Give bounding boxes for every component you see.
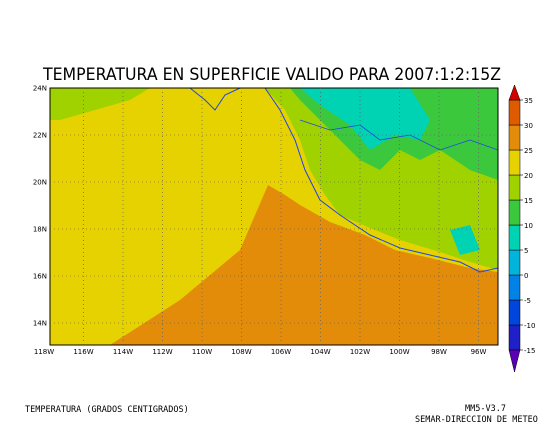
colorbar-label: -10 (524, 322, 535, 330)
lon-label: 114W (113, 348, 133, 356)
colorbar-band (508, 324, 521, 351)
lon-label: 100W (389, 348, 409, 356)
map-field (50, 88, 498, 345)
colorbar-label: 35 (524, 97, 533, 105)
colorbar-band (508, 174, 521, 201)
lon-label: 112W (152, 348, 172, 356)
lon-label: 96W (471, 348, 487, 356)
lat-label: 18N (33, 226, 47, 234)
colorbar-min (508, 349, 521, 373)
lat-label: 22N (33, 132, 47, 140)
lat-label: 14N (33, 320, 47, 328)
colder-zone (450, 225, 480, 255)
field-zone (50, 88, 150, 120)
colorbar-label: -5 (524, 297, 531, 305)
colorbar-band (508, 99, 521, 126)
lon-label: 110W (192, 348, 212, 356)
colorbar-band (508, 249, 521, 276)
colorbar-label: 20 (524, 172, 533, 180)
colorbar-label: 30 (524, 122, 533, 130)
footer-right: SEMAR-DIRECCION DE METEO (415, 415, 538, 425)
lon-label: 118W (34, 348, 54, 356)
colorbar-band (508, 149, 521, 176)
colorbar-band (508, 224, 521, 251)
lon-label: 116W (73, 348, 93, 356)
map-frame (49, 87, 499, 346)
ocean-warm (110, 185, 498, 345)
footer-right: MM5-V3.7 (465, 404, 506, 414)
colorbar-band (508, 199, 521, 226)
lat-label: 16N (33, 273, 47, 281)
lat-label: 24N (33, 85, 47, 93)
lon-label: 104W (310, 348, 330, 356)
colorbar-max (508, 84, 521, 101)
colorbar-label: 25 (524, 147, 533, 155)
colder-zone (300, 88, 430, 150)
lon-label: 98W (431, 348, 447, 356)
coastline (189, 88, 241, 111)
lon-label: 102W (350, 348, 370, 356)
map-title: TEMPERATURA EN SUPERFICIE VALIDO PARA 20… (42, 65, 501, 85)
lon-label: 106W (271, 348, 291, 356)
colorbar-band (508, 299, 521, 326)
colorbar-label: -15 (524, 347, 535, 355)
colorbar-label: 5 (524, 247, 528, 255)
colorbar-label: 10 (524, 222, 533, 230)
state-border (299, 119, 498, 151)
lon-label: 108W (231, 348, 251, 356)
colorbar-label: 0 (524, 272, 528, 280)
colorbar-band (508, 274, 521, 301)
lat-label: 20N (33, 179, 47, 187)
footer-left: TEMPERATURA (GRADOS CENTIGRADOS) (25, 405, 189, 415)
colorbar-label: 15 (524, 197, 533, 205)
coastline (264, 88, 498, 273)
colorbar-band (508, 124, 521, 151)
